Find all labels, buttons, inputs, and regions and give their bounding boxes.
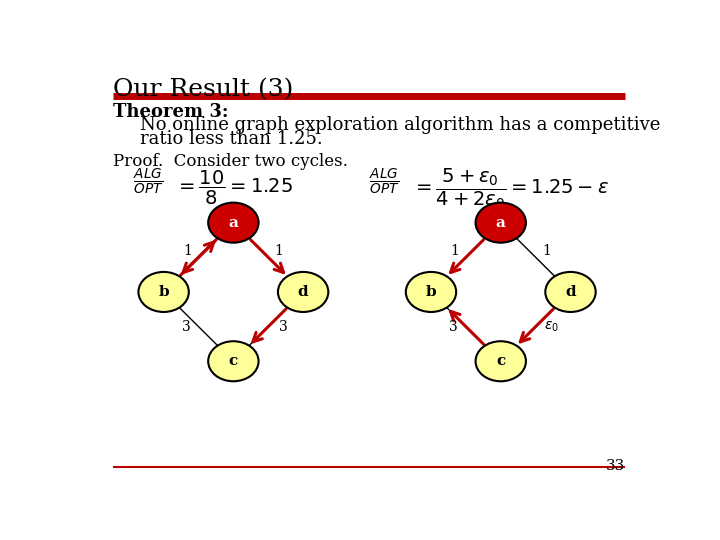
Ellipse shape bbox=[138, 272, 189, 312]
Text: 33: 33 bbox=[606, 459, 625, 473]
Text: $=\dfrac{10}{8}=1.25$: $=\dfrac{10}{8}=1.25$ bbox=[175, 168, 293, 207]
Text: Our Result (3): Our Result (3) bbox=[113, 78, 294, 101]
Ellipse shape bbox=[406, 272, 456, 312]
Ellipse shape bbox=[476, 341, 526, 381]
Text: 1: 1 bbox=[183, 244, 192, 258]
Text: a: a bbox=[496, 215, 505, 230]
Text: 1: 1 bbox=[451, 244, 459, 258]
Text: 3: 3 bbox=[279, 320, 288, 334]
Text: b: b bbox=[158, 285, 169, 299]
Text: c: c bbox=[496, 354, 505, 368]
Text: ratio less than 1.25.: ratio less than 1.25. bbox=[140, 130, 323, 148]
Text: d: d bbox=[298, 285, 308, 299]
Text: c: c bbox=[229, 354, 238, 368]
Text: 3: 3 bbox=[181, 320, 191, 334]
Text: $=\dfrac{5+\varepsilon_0}{4+2\varepsilon_0}=1.25-\varepsilon$: $=\dfrac{5+\varepsilon_0}{4+2\varepsilon… bbox=[412, 166, 608, 211]
Ellipse shape bbox=[208, 202, 258, 242]
Text: $\frac{\mathit{ALG}}{\mathit{OPT}}$: $\frac{\mathit{ALG}}{\mathit{OPT}}$ bbox=[369, 166, 400, 197]
Text: a: a bbox=[228, 215, 238, 230]
Ellipse shape bbox=[208, 341, 258, 381]
Ellipse shape bbox=[278, 272, 328, 312]
Text: 3: 3 bbox=[449, 320, 458, 334]
Text: b: b bbox=[426, 285, 436, 299]
Text: d: d bbox=[565, 285, 576, 299]
Text: Proof.  Consider two cycles.: Proof. Consider two cycles. bbox=[113, 153, 348, 170]
Ellipse shape bbox=[476, 202, 526, 242]
Text: Theorem 3:: Theorem 3: bbox=[113, 103, 229, 122]
Ellipse shape bbox=[545, 272, 595, 312]
Text: $\frac{\mathit{ALG}}{\mathit{OPT}}$: $\frac{\mathit{ALG}}{\mathit{OPT}}$ bbox=[132, 166, 163, 197]
Text: $\varepsilon_0$: $\varepsilon_0$ bbox=[544, 319, 559, 334]
Text: 1: 1 bbox=[274, 244, 284, 258]
Text: No online graph exploration algorithm has a competitive: No online graph exploration algorithm ha… bbox=[140, 117, 661, 134]
Text: 1: 1 bbox=[542, 244, 551, 258]
